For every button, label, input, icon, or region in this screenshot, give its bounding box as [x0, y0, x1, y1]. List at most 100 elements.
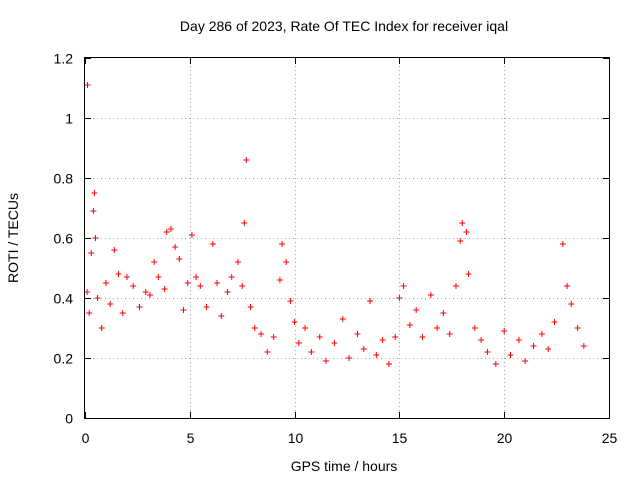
- data-point: [111, 247, 118, 253]
- data-point: [119, 310, 126, 316]
- x-tick-label: 10: [288, 430, 304, 446]
- x-tick-label: 20: [497, 430, 513, 446]
- data-point: [224, 289, 231, 295]
- data-point: [295, 340, 302, 346]
- data-point: [193, 274, 200, 280]
- x-tick-label: 0: [82, 430, 90, 446]
- chart-title: Day 286 of 2023, Rate Of TEC Index for r…: [180, 18, 508, 34]
- y-tick-label: 0.2: [54, 351, 74, 367]
- data-point: [283, 259, 290, 265]
- data-point: [241, 220, 248, 226]
- data-point: [452, 283, 459, 289]
- data-point: [90, 208, 97, 214]
- data-point: [463, 229, 470, 235]
- data-point: [478, 337, 485, 343]
- data-point: [522, 358, 529, 364]
- data-point: [94, 295, 101, 301]
- data-point: [392, 334, 399, 340]
- data-point: [98, 325, 105, 331]
- y-tick-labels: 0 0.2 0.4 0.6 0.8 1 1.2: [54, 51, 74, 427]
- data-point: [180, 307, 187, 313]
- data-point: [184, 280, 191, 286]
- data-point: [86, 310, 93, 316]
- data-point: [507, 352, 514, 358]
- y-tick-label: 1: [65, 111, 73, 127]
- data-point: [373, 352, 380, 358]
- data-point: [331, 340, 338, 346]
- data-point: [564, 283, 571, 289]
- x-tick-label: 25: [602, 430, 618, 446]
- data-point: [440, 310, 447, 316]
- data-point: [228, 274, 235, 280]
- data-point: [84, 289, 91, 295]
- data-point: [279, 241, 286, 247]
- data-point: [161, 286, 168, 292]
- data-point: [209, 241, 216, 247]
- data-point: [308, 349, 315, 355]
- data-point: [580, 343, 587, 349]
- y-tick-label: 0.8: [54, 171, 74, 187]
- y-tick-label: 0: [65, 411, 73, 427]
- data-point: [559, 241, 566, 247]
- data-point: [457, 238, 464, 244]
- data-point: [151, 259, 158, 265]
- data-point: [251, 325, 258, 331]
- data-point: [385, 361, 392, 367]
- data-point: [446, 331, 453, 337]
- y-tick-label: 0.6: [54, 231, 74, 247]
- gridlines: [85, 58, 609, 418]
- y-tick-label: 1.2: [54, 51, 74, 67]
- data-point: [574, 325, 581, 331]
- data-point: [538, 331, 545, 337]
- data-point: [339, 316, 346, 322]
- data-point: [530, 343, 537, 349]
- plot-frame: [84, 57, 610, 419]
- data-point: [484, 349, 491, 355]
- data-point: [465, 271, 472, 277]
- data-point: [406, 322, 413, 328]
- data-point: [515, 337, 522, 343]
- data-point: [130, 283, 137, 289]
- data-point: [243, 157, 250, 163]
- data-point: [115, 271, 122, 277]
- data-point: [91, 190, 98, 196]
- data-point: [258, 331, 265, 337]
- data-point: [146, 292, 153, 298]
- x-axis-label: GPS time / hours: [291, 458, 398, 474]
- data-point: [287, 298, 294, 304]
- data-point: [568, 301, 575, 307]
- data-point: [551, 319, 558, 325]
- data-point: [218, 313, 225, 319]
- y-tick-label: 0.4: [54, 291, 74, 307]
- data-point: [172, 244, 179, 250]
- data-point: [379, 337, 386, 343]
- data-point: [203, 304, 210, 310]
- data-point: [400, 283, 407, 289]
- data-point: [419, 334, 426, 340]
- data-point: [84, 82, 91, 88]
- data-point: [545, 346, 552, 352]
- x-tick-label: 15: [392, 430, 408, 446]
- data-point: [360, 346, 367, 352]
- data-point: [239, 283, 246, 289]
- data-point: [492, 361, 499, 367]
- data-point: [276, 277, 283, 283]
- data-point: [176, 256, 183, 262]
- data-point: [136, 304, 143, 310]
- data-point: [88, 250, 95, 256]
- data-point: [163, 229, 170, 235]
- data-point: [291, 319, 298, 325]
- data-point: [471, 325, 478, 331]
- data-points: [84, 82, 587, 367]
- data-point: [197, 283, 204, 289]
- data-point: [354, 331, 361, 337]
- data-point: [501, 328, 508, 334]
- data-point: [302, 325, 309, 331]
- data-point: [459, 220, 466, 226]
- data-point: [235, 259, 242, 265]
- data-point: [123, 274, 130, 280]
- data-point: [92, 235, 99, 241]
- y-axis-label: ROTI / TECUs: [5, 193, 21, 283]
- x-tick-label: 5: [187, 430, 195, 446]
